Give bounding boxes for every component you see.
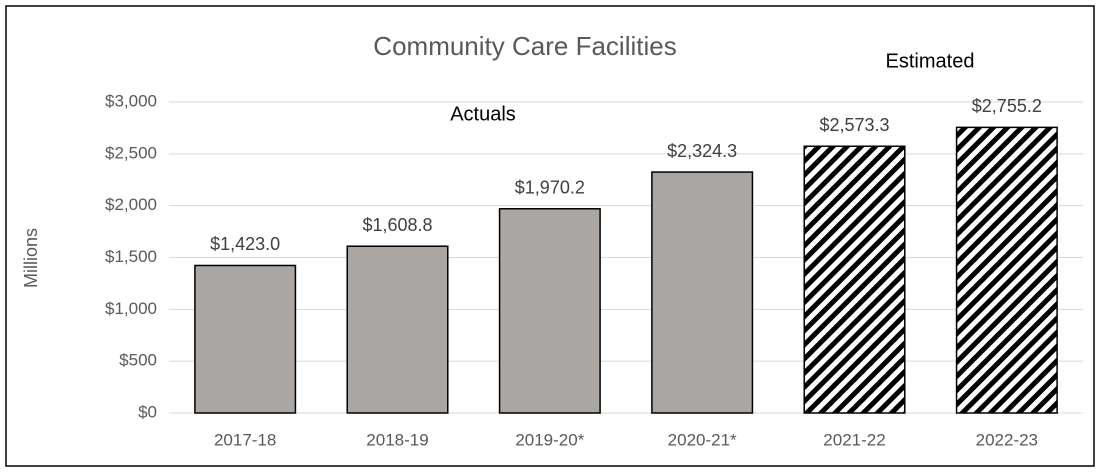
value-label: $1,608.8 <box>362 215 432 235</box>
value-label: $2,755.2 <box>972 96 1042 116</box>
y-tick-label: $2,500 <box>105 143 157 162</box>
bar <box>498 208 601 414</box>
value-label: $1,970.2 <box>515 178 585 198</box>
value-label: $1,423.0 <box>210 234 280 254</box>
y-tick-label: $1,500 <box>105 247 157 266</box>
annotation: Estimated <box>886 50 975 72</box>
y-tick-label: $500 <box>119 351 157 370</box>
x-tick-label: 2019-20* <box>515 430 584 449</box>
x-tick-label: 2020-21* <box>668 430 737 449</box>
chart-title: Community Care Facilities <box>373 31 676 61</box>
y-tick-label: $1,000 <box>105 299 157 318</box>
bar <box>346 245 449 414</box>
x-tick-label: 2022-23 <box>976 430 1038 449</box>
x-tick-label: 2017-18 <box>214 430 276 449</box>
x-tick-label: 2018-19 <box>366 430 428 449</box>
y-tick-label: $0 <box>138 402 157 421</box>
value-label: $2,573.3 <box>819 115 889 135</box>
bar <box>194 264 297 414</box>
y-tick-label: $3,000 <box>105 91 157 110</box>
y-tick-label: $2,000 <box>105 195 157 214</box>
annotation: Actuals <box>450 103 516 125</box>
value-label: $2,324.3 <box>667 141 737 161</box>
bar <box>803 145 906 414</box>
bar <box>955 126 1058 414</box>
x-tick-label: 2021-22 <box>823 430 885 449</box>
bar <box>651 171 754 414</box>
y-axis-label: Millions <box>21 228 41 288</box>
